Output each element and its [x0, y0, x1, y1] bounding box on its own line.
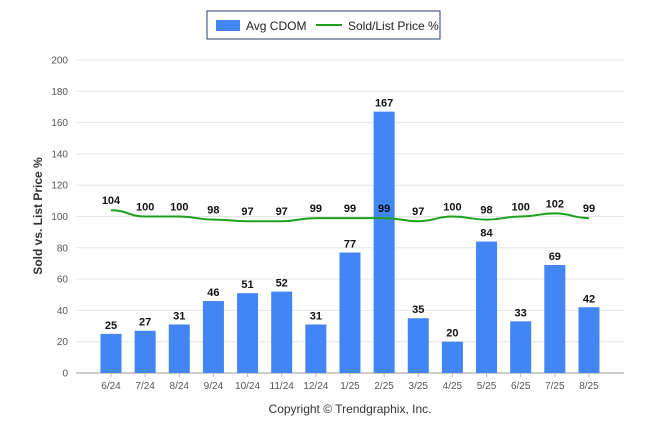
bar [271, 291, 293, 373]
bar [476, 241, 498, 373]
y-tick-label: 160 [51, 118, 68, 129]
y-tick-label: 80 [57, 243, 69, 254]
bar-value-label: 31 [310, 310, 322, 322]
bar [168, 324, 190, 373]
x-tick-label: 7/24 [135, 381, 155, 392]
line-value-label: 99 [310, 203, 322, 215]
legend-label-bars: Avg CDOM [246, 19, 306, 33]
x-tick-label: 6/25 [511, 381, 531, 392]
line-value-label: 98 [207, 205, 219, 217]
bar [441, 341, 463, 373]
legend-swatch-bars [216, 20, 240, 31]
line-value-label: 99 [583, 203, 595, 215]
bar [373, 111, 395, 374]
line-series [110, 209, 589, 223]
bar-series [100, 111, 600, 374]
line-value-label: 99 [344, 203, 356, 215]
x-tick-label: 7/25 [545, 381, 565, 392]
y-tick-label: 0 [62, 369, 68, 380]
x-tick-label: 8/25 [579, 381, 599, 392]
bar [100, 333, 122, 373]
bar [237, 293, 259, 373]
y-tick-label: 100 [51, 212, 68, 223]
line-value-label: 98 [480, 205, 492, 217]
bar-value-label: 51 [241, 279, 253, 291]
y-axis-ticks: 0 20 40 60 80 100 120 140 160 180 200 [51, 56, 68, 380]
bar-value-label: 27 [139, 317, 151, 329]
bar-value-label: 42 [583, 293, 595, 305]
bar-value-label: 25 [105, 320, 117, 332]
x-tick-label: 9/24 [204, 381, 224, 392]
line-value-label: 97 [276, 206, 288, 218]
bar-data-labels: 25 27 31 46 51 52 31 77 167 35 20 84 33 69 42 [105, 98, 595, 340]
bar-value-label: 69 [549, 251, 561, 263]
bar [544, 265, 566, 373]
line-value-label: 97 [412, 206, 424, 218]
x-tick-label: 11/24 [270, 381, 295, 392]
bar-value-label: 84 [480, 228, 493, 240]
bar [339, 252, 361, 373]
line-value-label: 100 [136, 202, 154, 214]
bar-value-label: 77 [344, 238, 356, 250]
bar-value-label: 33 [515, 307, 527, 319]
x-tick-label: 6/24 [101, 381, 121, 392]
x-tick-label: 4/25 [443, 381, 463, 392]
x-tick-label: 5/25 [477, 381, 497, 392]
x-axis-ticks: 6/24 7/24 8/24 9/24 10/24 11/24 12/24 1/25 2/25 3… [101, 373, 599, 392]
bar [202, 301, 224, 373]
line-value-label: 97 [241, 206, 253, 218]
legend-label-line: Sold/List Price % [348, 19, 439, 33]
line-value-label: 100 [443, 202, 461, 214]
line-value-label: 104 [102, 195, 121, 207]
x-tick-label: 2/25 [374, 381, 394, 392]
bar [305, 324, 327, 373]
bar-value-label: 31 [173, 310, 185, 322]
bar-value-label: 35 [412, 304, 424, 316]
line-value-label: 102 [546, 198, 564, 210]
legend: Avg CDOM Sold/List Price % [206, 10, 441, 40]
line-value-label: 100 [512, 202, 530, 214]
y-axis-label: Sold vs. List Price % [31, 157, 45, 275]
line-value-label: 99 [378, 203, 390, 215]
y-tick-label: 60 [57, 275, 69, 286]
bar-value-label: 167 [375, 98, 393, 110]
copyright-footer: Copyright © Trendgraphix, Inc. [269, 402, 432, 416]
bar [407, 318, 429, 373]
bar [578, 307, 600, 373]
line-data-labels: 104 100 100 98 97 97 99 99 99 97 100 98 100 102 99 [102, 195, 595, 218]
sold-list-price-line [110, 209, 589, 223]
y-tick-label: 40 [57, 306, 69, 317]
bar [134, 330, 156, 373]
bar-value-label: 52 [276, 278, 288, 290]
y-tick-label: 120 [51, 181, 68, 192]
bar-value-label: 46 [207, 287, 219, 299]
line-value-label: 100 [170, 202, 188, 214]
y-tick-label: 180 [51, 87, 68, 98]
x-tick-label: 1/25 [340, 381, 360, 392]
bar [510, 321, 532, 373]
bar-value-label: 20 [446, 328, 458, 340]
y-tick-label: 200 [51, 56, 68, 67]
y-tick-label: 140 [51, 149, 68, 160]
x-tick-label: 10/24 [235, 381, 260, 392]
y-tick-label: 20 [57, 337, 69, 348]
x-tick-label: 3/25 [409, 381, 429, 392]
x-tick-label: 12/24 [303, 381, 328, 392]
x-tick-label: 8/24 [170, 381, 190, 392]
